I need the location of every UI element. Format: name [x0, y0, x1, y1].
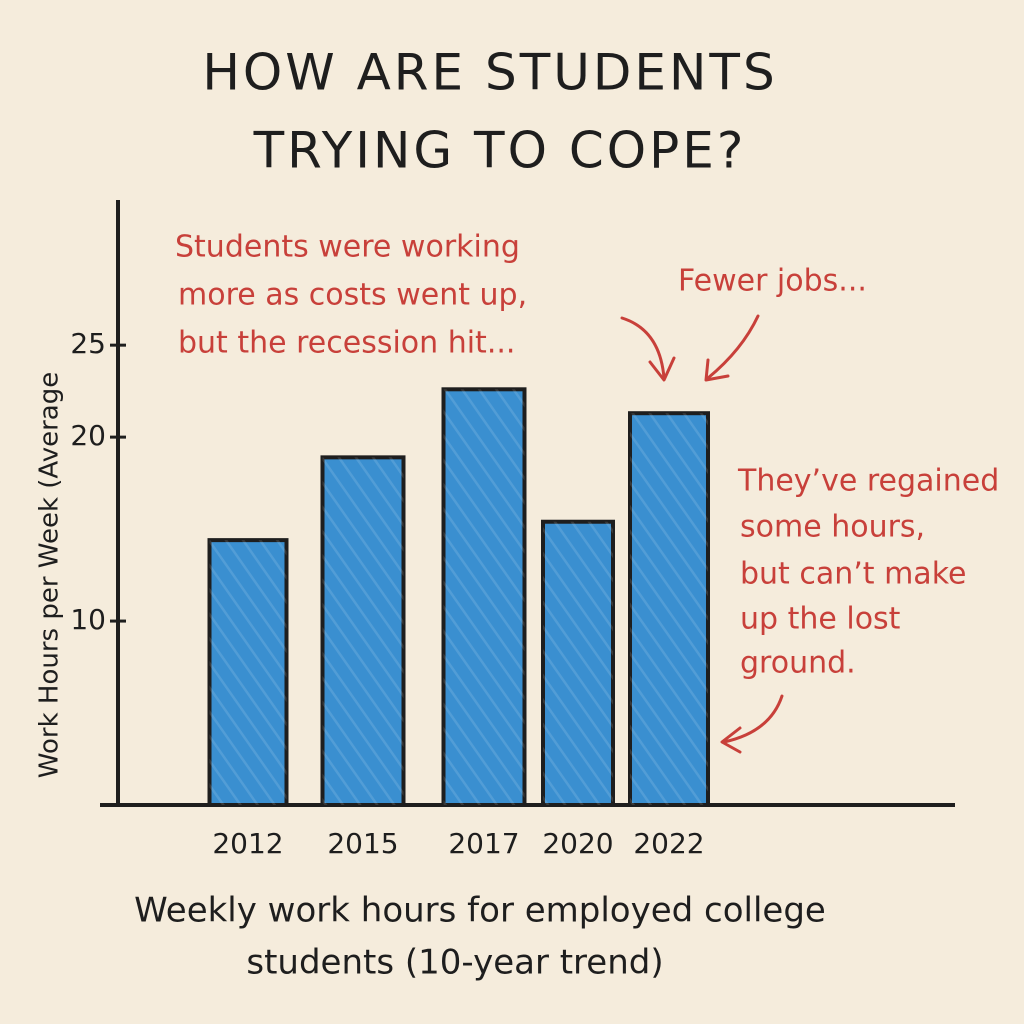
bar-texture	[322, 457, 404, 805]
arrow	[706, 314, 760, 380]
x-axis-label: students (10-year trend)	[246, 943, 663, 983]
annotation: They’ve regained	[737, 464, 999, 499]
annotation: but can’t make	[740, 557, 966, 592]
annotation: some hours,	[740, 510, 925, 545]
arrow	[648, 356, 676, 382]
chart-title: HOW ARE STUDENTS	[202, 44, 777, 102]
x-tick-label: 2022	[633, 827, 704, 860]
annotation: up the lost	[740, 602, 901, 637]
bar-texture	[209, 540, 287, 805]
arrow	[722, 694, 784, 744]
x-tick-label: 2012	[212, 827, 283, 860]
chart-title: TRYING TO COPE?	[253, 122, 747, 180]
y-tick-label: 10	[70, 603, 106, 636]
annotation: Students were working	[175, 230, 520, 265]
annotation: ground.	[740, 646, 856, 681]
bar-texture	[443, 389, 525, 805]
x-tick-label: 2017	[448, 827, 519, 860]
annotation: Fewer jobs...	[678, 264, 867, 299]
x-axis-label: Weekly work hours for employed college	[134, 891, 826, 931]
arrow	[720, 726, 742, 754]
x-tick-label: 2015	[327, 827, 398, 860]
y-axis-label: Work Hours per Week (Average	[35, 372, 65, 778]
y-tick-label: 20	[70, 419, 106, 452]
bar-texture	[543, 521, 613, 805]
annotation: more as costs went up,	[178, 278, 527, 313]
annotation: but the recession hit...	[178, 326, 515, 361]
arrow	[620, 316, 666, 380]
arrow	[704, 358, 730, 382]
bar-texture	[630, 413, 708, 805]
x-tick-label: 2020	[542, 827, 613, 860]
y-tick-label: 25	[70, 327, 106, 360]
